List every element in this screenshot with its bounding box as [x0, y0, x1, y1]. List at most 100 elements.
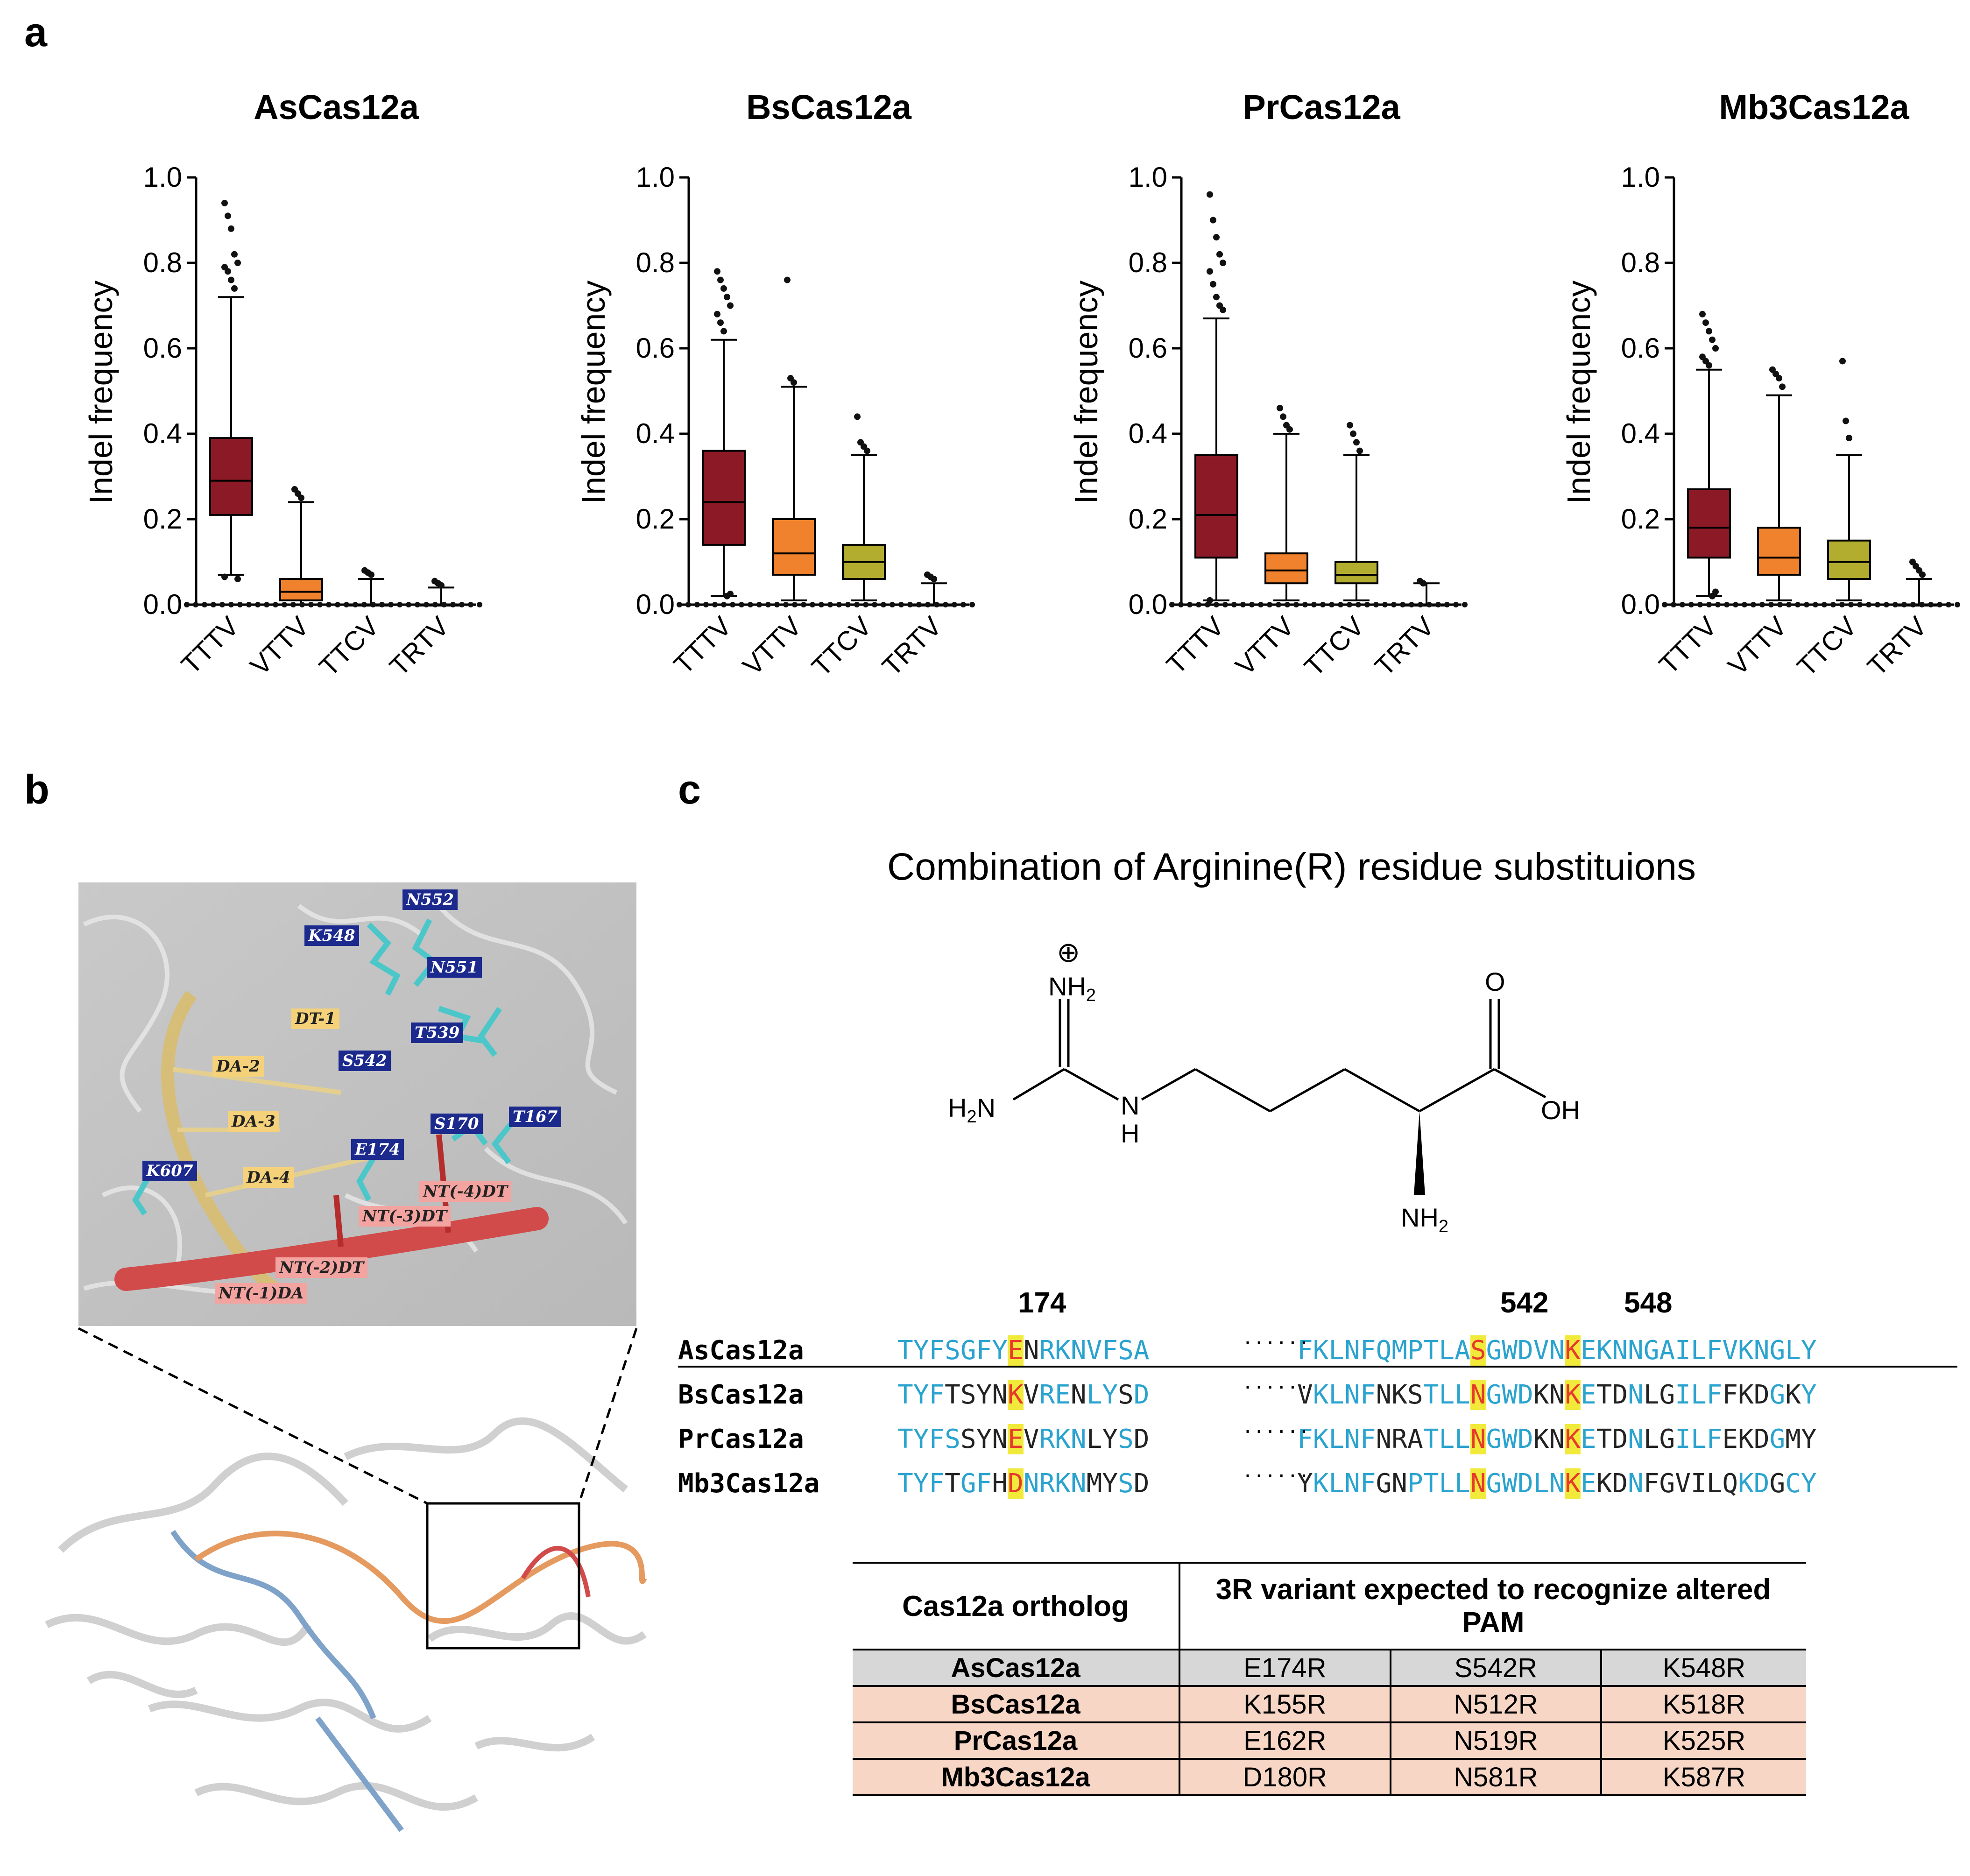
variant-cell: N512R — [1389, 1685, 1603, 1723]
label-da2: DA-2 — [212, 1056, 264, 1077]
zero-point — [211, 602, 216, 607]
zero-point — [1848, 602, 1854, 607]
zero-point — [1267, 602, 1272, 607]
highlighted-residue: S — [1470, 1335, 1486, 1366]
zero-point — [1795, 602, 1801, 607]
zero-point — [1901, 602, 1907, 607]
charge-symbol: ⊕ — [1057, 937, 1080, 968]
zero-point — [730, 602, 735, 607]
zero-point — [694, 602, 700, 607]
residue-run: KLNF — [1313, 1380, 1376, 1410]
zero-point — [255, 602, 261, 607]
label-k607: K607 — [142, 1161, 197, 1181]
residue-run: LG — [1643, 1380, 1675, 1410]
box-ttcv — [1827, 539, 1871, 580]
residue-run: E — [1580, 1468, 1596, 1499]
outlier-point — [1353, 439, 1360, 446]
residue-run: TD — [1596, 1380, 1628, 1410]
outlier-point — [1280, 413, 1286, 420]
zero-point — [1187, 602, 1193, 607]
label-k548: K548 — [304, 925, 359, 946]
box-vttv — [1757, 527, 1801, 576]
residue-run: TYFSGFY — [897, 1335, 1008, 1366]
zero-point — [1724, 602, 1730, 607]
outlier-point — [1213, 234, 1220, 241]
panel-c-title: Combination of Arginine(R) residue subst… — [887, 846, 1696, 888]
zero-point — [1884, 602, 1889, 607]
zero-point — [1857, 602, 1863, 607]
alignment-gap-dots: ······ — [1242, 1421, 1310, 1443]
outlier-point — [1220, 306, 1226, 313]
y-axis-label: Indel frequency — [575, 281, 612, 504]
highlighted-residue: K — [1008, 1380, 1024, 1410]
residue-run: V — [1297, 1380, 1313, 1410]
label-n552: N552 — [402, 889, 458, 910]
y-tick-label: 1.0 — [1129, 162, 1167, 193]
panel-label-c: c — [678, 766, 701, 812]
outlier-point — [1216, 251, 1223, 258]
zero-point — [184, 602, 190, 607]
zero-point — [459, 602, 465, 607]
seq-name: BsCas12a — [678, 1380, 804, 1410]
x-tick-label: TTTV — [1161, 611, 1230, 680]
box-vttv — [1264, 552, 1308, 585]
residue-run: D — [1133, 1468, 1150, 1499]
zero-point — [246, 602, 252, 607]
zero-point — [450, 602, 456, 607]
seq-right: VKLNFNKSTLLNGWDKNKETDNLGILFFKDGKY — [1297, 1380, 1817, 1410]
residue-run: G — [1769, 1424, 1786, 1454]
variant-cell: E162R — [1179, 1721, 1391, 1760]
residue-run: V — [1023, 1424, 1039, 1454]
zero-point — [783, 602, 789, 607]
residue-run: N — [1628, 1380, 1644, 1410]
label-da4: DA-4 — [243, 1167, 294, 1188]
outlier-point — [724, 294, 730, 301]
x-tick-label: TTTV — [1653, 611, 1723, 680]
residue-run: H — [992, 1468, 1008, 1499]
ortholog-table: Cas12a ortholog 3R variant expected to r… — [853, 1562, 1806, 1796]
chem-nh-n: N — [1121, 1091, 1140, 1120]
structure-figure — [45, 882, 647, 1832]
highlighted-residue: D — [1008, 1468, 1024, 1499]
variant-cell: D180R — [1179, 1758, 1391, 1796]
outlier-point — [1347, 422, 1353, 429]
zero-point — [1671, 602, 1676, 607]
y-tick-label: 0.6 — [1621, 332, 1660, 364]
table-row: AsCas12a E174R S542R K548R — [853, 1649, 1806, 1687]
highlighted-residue: N — [1470, 1424, 1486, 1454]
zero-point — [1892, 602, 1898, 607]
y-tick-label: 0.6 — [636, 332, 675, 364]
zero-point — [282, 602, 287, 607]
variant-cell: K548R — [1600, 1649, 1806, 1687]
residue-run: TYFS — [897, 1424, 960, 1454]
residue-run: G — [1769, 1468, 1786, 1499]
y-tick-label: 0.4 — [143, 418, 182, 449]
zero-point — [1214, 602, 1219, 607]
x-tick-label: TTTV — [668, 611, 738, 680]
y-tick-label: 0.0 — [1129, 589, 1167, 620]
zero-point — [827, 602, 833, 607]
zero-point — [1937, 602, 1942, 607]
zero-point — [765, 602, 771, 607]
residue-run: PTLL — [1407, 1468, 1470, 1499]
residue-run: GWDVN — [1486, 1335, 1565, 1366]
y-tick-label: 0.8 — [1129, 247, 1167, 278]
zero-point — [1742, 602, 1747, 607]
zoom-region — [426, 1502, 580, 1650]
zero-point — [774, 602, 780, 607]
residue-run: K — [1785, 1380, 1801, 1410]
zero-point — [228, 602, 234, 607]
outlier-point — [1207, 268, 1213, 275]
y-axis-label: Indel frequency — [1560, 281, 1597, 504]
variant-cell: K587R — [1600, 1758, 1806, 1796]
zero-point — [1285, 602, 1290, 607]
zero-point — [1311, 602, 1317, 607]
zero-point — [890, 602, 895, 607]
residue-run: LY — [1086, 1380, 1118, 1410]
residue-run: TYF — [897, 1468, 945, 1499]
box-tttv — [702, 450, 746, 546]
outlier-point — [438, 582, 445, 589]
label-nt-2: NT(-2)DT — [275, 1257, 368, 1278]
outlier-point — [228, 225, 234, 232]
residue-run: MY — [1785, 1424, 1817, 1454]
